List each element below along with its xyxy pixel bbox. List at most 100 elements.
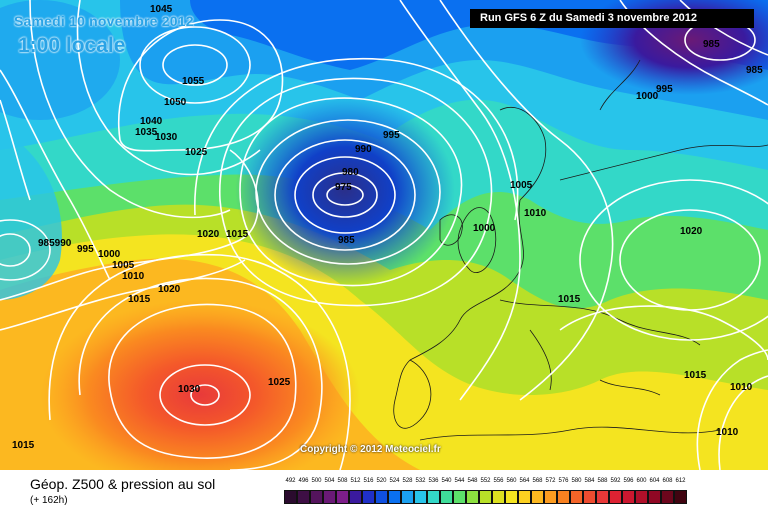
legend-swatch	[297, 490, 310, 504]
legend-swatch	[336, 490, 349, 504]
isobars	[0, 0, 768, 470]
pressure-label: 1045	[150, 4, 173, 15]
legend-swatch	[349, 490, 362, 504]
pressure-label: 985	[746, 65, 763, 76]
legend-value: 524	[389, 478, 400, 484]
legend-swatch	[622, 490, 635, 504]
legend-value: 612	[675, 478, 686, 484]
legend-swatch	[427, 490, 440, 504]
legend-swatch	[609, 490, 622, 504]
pressure-label: 1010	[730, 382, 753, 393]
legend-value: 544	[454, 478, 465, 484]
pressure-label: 1005	[510, 180, 533, 191]
legend-value: 512	[350, 478, 361, 484]
pressure-label: 1000	[636, 91, 659, 102]
pressure-label: 1015	[226, 229, 249, 240]
legend-value: 564	[519, 478, 530, 484]
pressure-label: 1035	[135, 127, 158, 138]
legend-value: 528	[402, 478, 413, 484]
pressure-label: 1020	[680, 226, 703, 237]
legend-value: 504	[324, 478, 335, 484]
pressure-label: 1015	[558, 294, 581, 305]
legend-swatch	[635, 490, 648, 504]
legend-swatch	[557, 490, 570, 504]
legend-value: 516	[363, 478, 374, 484]
legend-value: 492	[285, 478, 296, 484]
map-title: Géop. Z500 & pression au sol	[30, 476, 216, 492]
legend-value: 508	[337, 478, 348, 484]
low-pressure-core	[235, 95, 455, 285]
pressure-label: 995	[656, 84, 673, 95]
legend-value: 576	[558, 478, 569, 484]
pressure-labels: 1045 1055 1050 1040 1035 1030 1025 995 9…	[12, 4, 763, 451]
legend-swatch	[414, 490, 427, 504]
legend-swatch	[674, 490, 687, 504]
footer: Géop. Z500 & pression au sol (+ 162h) 49…	[0, 470, 768, 512]
pressure-label: 995	[77, 244, 94, 255]
coastlines	[393, 59, 768, 441]
legend-value: 572	[545, 478, 556, 484]
legend-swatch	[453, 490, 466, 504]
legend-value: 536	[428, 478, 439, 484]
pressure-label: 985990	[38, 238, 72, 249]
legend-swatch	[466, 490, 479, 504]
legend-value: 588	[597, 478, 608, 484]
pressure-label: 1010	[716, 427, 739, 438]
pressure-label: 1020	[158, 284, 181, 295]
legend-value: 568	[532, 478, 543, 484]
pressure-label: 1055	[182, 76, 205, 87]
pressure-label: 1000	[473, 223, 496, 234]
pressure-label: 1025	[185, 147, 208, 158]
legend-swatch	[284, 490, 297, 504]
pressure-label: 1000	[98, 249, 121, 260]
pressure-label: 1015	[128, 294, 151, 305]
forecast-time: 1:00 locale	[18, 34, 126, 57]
pressure-label: 980	[342, 167, 359, 178]
pressure-label: 985	[703, 39, 720, 50]
copyright-text: Copyright © 2012 Meteociel.fr	[300, 444, 441, 455]
legend-swatch	[323, 490, 336, 504]
legend-value: 552	[480, 478, 491, 484]
legend-swatch	[505, 490, 518, 504]
forecast-date: Samedi 10 novembre 2012	[14, 13, 194, 29]
pressure-label: 1030	[155, 132, 178, 143]
legend-swatch	[596, 490, 609, 504]
legend-value: 556	[493, 478, 504, 484]
pressure-label: 985	[338, 235, 355, 246]
pressure-label: 1040	[140, 116, 163, 127]
pressure-label: 1020	[197, 229, 220, 240]
legend-swatch	[401, 490, 414, 504]
pressure-label: 1015	[12, 440, 35, 451]
pressure-label: 1050	[164, 97, 187, 108]
legend-value: 520	[376, 478, 387, 484]
legend-swatch	[518, 490, 531, 504]
legend-swatch	[492, 490, 505, 504]
legend-value: 496	[298, 478, 309, 484]
pressure-label: 1030	[178, 384, 201, 395]
legend-swatch	[310, 490, 323, 504]
legend-value: 596	[623, 478, 634, 484]
greenland-blue	[0, 0, 120, 120]
map-subtitle: (+ 162h)	[30, 495, 68, 506]
z500-band-left-cyan	[0, 130, 62, 300]
legend-value: 548	[467, 478, 478, 484]
legend-value: 608	[662, 478, 673, 484]
legend-swatch	[648, 490, 661, 504]
color-legend: 492 496 500 504 508 512 516 520 524 528 532 536 540 5…	[284, 478, 687, 508]
legend-swatches	[284, 490, 687, 504]
pressure-label: 990	[355, 144, 372, 155]
pressure-label: 1010	[122, 271, 145, 282]
legend-value: 540	[441, 478, 452, 484]
legend-labels: 492 496 500 504 508 512 516 520 524 528 532 536 540 5…	[284, 478, 687, 488]
pressure-label: 1015	[684, 370, 707, 381]
pressure-label: 1025	[268, 377, 291, 388]
legend-swatch	[531, 490, 544, 504]
legend-swatch	[362, 490, 375, 504]
pressure-label: 975	[335, 182, 352, 193]
map-svg: 1045 1055 1050 1040 1035 1030 1025 995 9…	[0, 0, 768, 470]
weather-map: 1045 1055 1050 1040 1035 1030 1025 995 9…	[0, 0, 768, 470]
legend-swatch	[570, 490, 583, 504]
legend-swatch	[375, 490, 388, 504]
legend-value: 560	[506, 478, 517, 484]
